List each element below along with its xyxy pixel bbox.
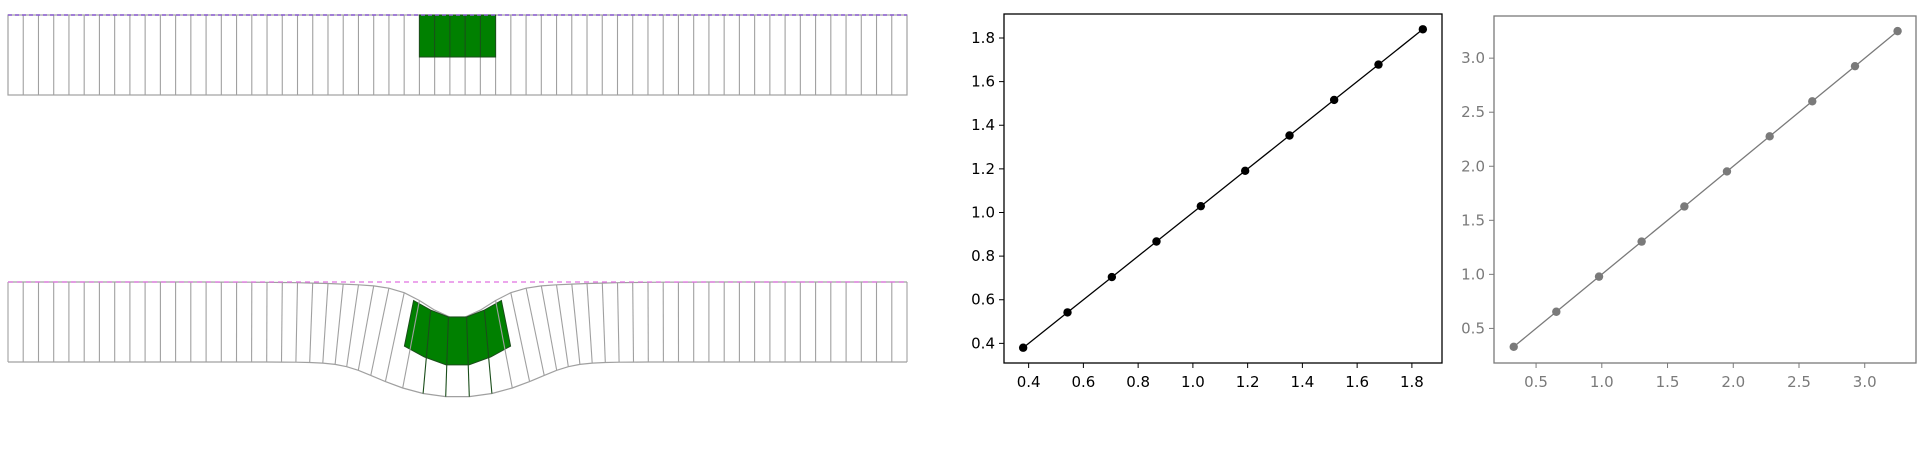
y-tick-label: 0.4 xyxy=(971,334,995,352)
mesh-divider xyxy=(370,288,390,376)
mesh-divider xyxy=(601,283,606,363)
data-point xyxy=(1850,61,1860,71)
y-tick-label: 2.5 xyxy=(1461,103,1485,121)
mesh-divider xyxy=(525,288,545,376)
y-tick-label: 1.0 xyxy=(1461,265,1485,283)
y-tick-label: 0.6 xyxy=(971,291,995,309)
deformed-mesh-panel xyxy=(7,281,908,398)
chart-right-linear: 0.5 1.0 1.5 2.0 2.5 3.0 0.5 1.0 1.5 2.0 2.5 3.0 xyxy=(1461,15,1917,391)
mesh-divider xyxy=(495,300,513,389)
mesh-divider xyxy=(402,300,420,389)
x-tick-label: 0.8 xyxy=(1126,373,1150,391)
mesh-divider xyxy=(309,283,314,363)
y-tick-label: 0.5 xyxy=(1461,319,1485,337)
mesh-divider xyxy=(357,285,375,371)
x-tick-label: 1.4 xyxy=(1290,373,1314,391)
series-line xyxy=(1022,28,1424,349)
y-tick-label: 1.0 xyxy=(971,203,995,221)
mesh-divider xyxy=(571,284,581,365)
mesh-divider xyxy=(483,310,493,394)
data-point xyxy=(1329,95,1339,105)
x-tick-label: 2.0 xyxy=(1721,373,1745,391)
mesh-divider xyxy=(384,292,405,382)
y-tick-label: 1.5 xyxy=(1461,211,1485,229)
data-point xyxy=(1680,202,1689,211)
data-point xyxy=(1552,307,1561,316)
data-point xyxy=(1893,26,1902,36)
y-tick-label: 3.0 xyxy=(1461,49,1485,67)
mesh-divider xyxy=(510,292,531,382)
highlight-wedge xyxy=(403,299,512,366)
highlight-block xyxy=(418,14,497,58)
mesh-divider xyxy=(346,284,360,367)
chart-left-linear: 0.4 0.6 0.8 1.0 1.2 1.4 1.6 1.8 0.4 0.6 0.8 1.0 1.2 1… xyxy=(971,13,1443,391)
data-point xyxy=(1196,201,1206,211)
x-tick-label: 1.6 xyxy=(1345,373,1369,391)
mesh-divider xyxy=(586,283,593,364)
mesh-divider xyxy=(334,284,344,365)
data-point xyxy=(1765,132,1774,141)
mesh-divider xyxy=(322,283,329,364)
data-point xyxy=(1418,25,1428,34)
x-tick-label: 1.0 xyxy=(1181,373,1205,391)
data-point xyxy=(1808,97,1817,106)
y-tick-label: 1.8 xyxy=(971,29,995,47)
x-tick-label: 3.0 xyxy=(1853,373,1877,391)
data-point xyxy=(1637,237,1646,246)
x-tick-label: 2.5 xyxy=(1787,373,1811,391)
data-point xyxy=(1063,308,1072,317)
mesh-divider xyxy=(280,282,283,363)
data-point xyxy=(1152,237,1161,246)
data-point xyxy=(1722,167,1732,176)
x-tick-label: 1.0 xyxy=(1590,373,1614,391)
mesh-divider xyxy=(445,316,449,397)
y-tick-label: 1.6 xyxy=(971,73,995,91)
x-tick-label: 1.2 xyxy=(1236,373,1260,391)
mesh-top-edge xyxy=(8,281,907,318)
mesh-bottom-edge xyxy=(8,361,907,398)
y-tick-label: 0.8 xyxy=(971,247,995,265)
data-point xyxy=(1018,343,1028,352)
y-tick-label: 1.2 xyxy=(971,160,995,178)
mesh-divider xyxy=(616,282,620,363)
mesh-divider xyxy=(540,285,558,371)
series-line xyxy=(1513,30,1899,348)
x-tick-label: 0.6 xyxy=(1071,373,1095,391)
plot-frame xyxy=(1493,15,1917,364)
x-tick-label: 0.5 xyxy=(1524,373,1548,391)
mesh-divider xyxy=(632,282,635,363)
y-tick-label: 1.4 xyxy=(971,116,995,134)
data-point xyxy=(1594,272,1604,281)
plot-frame xyxy=(1003,13,1443,364)
data-point xyxy=(1107,272,1117,282)
x-tick-label: 1.8 xyxy=(1400,373,1424,391)
mesh-divider xyxy=(295,282,299,363)
data-point xyxy=(1509,342,1518,351)
data-point xyxy=(1240,166,1250,176)
mesh-divider xyxy=(555,284,569,367)
mesh-divider xyxy=(466,316,470,397)
x-tick-label: 0.4 xyxy=(1017,373,1041,391)
data-point xyxy=(1285,131,1294,140)
data-point xyxy=(1374,60,1383,69)
y-tick-label: 2.0 xyxy=(1461,157,1485,175)
mesh-divider xyxy=(422,310,432,394)
x-tick-label: 1.5 xyxy=(1656,373,1680,391)
undeformed-mesh-panel xyxy=(7,14,908,96)
